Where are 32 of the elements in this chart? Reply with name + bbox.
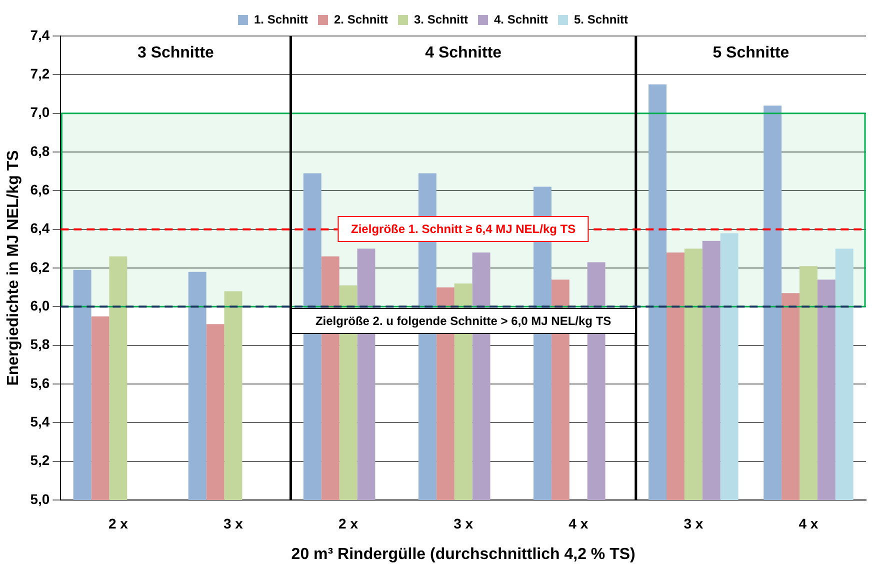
legend-label: 5. Schnitt <box>574 12 628 26</box>
legend-label: 4. Schnitt <box>494 12 548 26</box>
annotation: 4 Schnitte <box>425 44 502 62</box>
y-tick-label: 6,2 <box>30 258 50 275</box>
y-tick-label: 5,2 <box>30 452 50 468</box>
x-tick-label: 2 x <box>338 515 358 532</box>
y-tick-label: 5,4 <box>30 414 50 430</box>
legend-label: 3. Schnitt <box>414 12 468 26</box>
label-box: Zielgröße 1. Schnitt ≥ 6,4 MJ NEL/kg TS <box>338 216 589 242</box>
y-tick-label: 7,4 <box>30 26 50 43</box>
x-tick-label: 2 x <box>108 515 128 532</box>
y-tick-label: 6,6 <box>30 182 50 198</box>
x-tick-label: 3 x <box>454 515 474 532</box>
x-tick-label: 4 x <box>798 515 818 532</box>
y-axis-title: Energiedichte in MJ NEL/kg TS <box>5 150 22 386</box>
y-tick-label: 6,4 <box>30 220 50 236</box>
label-box: Zielgröße 2. u folgende Schnitte > 6,0 MJ NEL/kg TS <box>290 308 636 334</box>
legend-label: 1. Schnitt <box>254 12 308 26</box>
x-tick-label: 4 x <box>568 515 588 532</box>
annotation: 3 Schnitte <box>137 44 214 62</box>
x-tick-label: 3 x <box>684 515 704 532</box>
x-tick-label: 3 x <box>224 515 244 532</box>
y-tick-label: 7,0 <box>30 104 50 120</box>
y-tick-label: 5,0 <box>30 490 50 507</box>
legend-label: 2. Schnitt <box>334 12 388 26</box>
y-tick-label: 6,8 <box>30 142 50 159</box>
x-axis-title: 20 m³ Rindergülle (durchschnittlich 4,2 % TS) <box>291 546 636 563</box>
y-tick-label: 5,6 <box>30 374 50 391</box>
y-tick-label: 5,8 <box>30 336 50 352</box>
y-tick-label: 7,2 <box>30 66 50 82</box>
annotation: 5 Schnitte <box>712 44 790 62</box>
y-tick-label: 6,0 <box>30 298 50 314</box>
